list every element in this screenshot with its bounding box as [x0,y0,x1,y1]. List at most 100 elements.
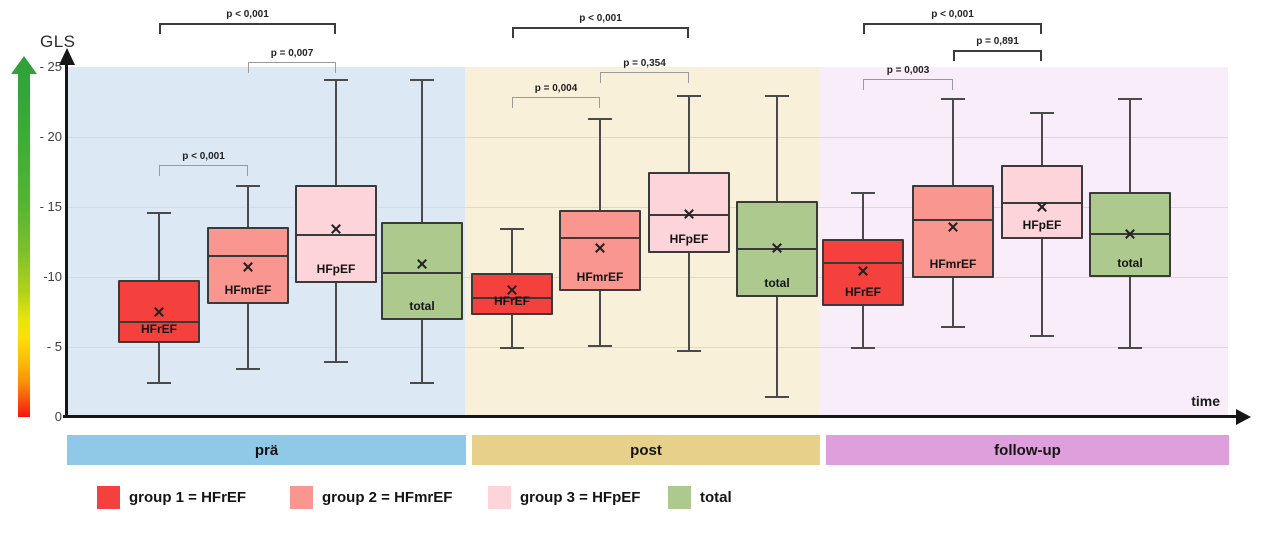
mean-x-marker [594,242,606,254]
legend-swatch [97,486,120,509]
legend-swatch [488,486,511,509]
p-value-label: p < 0,001 [182,151,225,162]
upper-whisker-cap [765,95,789,98]
legend-swatch [290,486,313,509]
p-value-label: p < 0,001 [579,13,622,24]
p-bracket [863,23,1042,34]
p-value-label: p < 0,001 [226,9,269,20]
box-label: HFmrEF [929,257,977,272]
lower-whisker-line [1129,277,1131,349]
box-HFpEF [648,172,730,254]
upper-whisker-line [511,229,513,273]
p-bracket [863,79,953,90]
gls-gradient-arrow [18,73,30,417]
lower-whisker-cap [324,361,348,364]
box-label: HFpEF [316,261,356,276]
median-line [824,262,902,264]
mean-x-marker [771,242,783,254]
lower-whisker-line [335,282,337,363]
y-tick-label: - 15 [39,199,62,214]
upper-whisker-cap [236,185,260,187]
legend-item: group 3 = HFpEF [488,486,640,509]
lower-whisker-cap [588,344,612,347]
legend-label: group 2 = HFmrEF [322,489,453,506]
upper-whisker-line [599,118,601,210]
legend-label: group 1 = HFrEF [129,489,247,506]
lower-whisker-cap [677,350,701,353]
upper-whisker-line [335,79,337,185]
upper-whisker-cap [410,78,434,81]
lower-whisker-line [511,314,513,349]
box-label: HFpEF [669,232,709,247]
box-total [381,222,463,321]
p-value-label: p < 0,001 [931,9,974,20]
p-bracket [159,165,248,176]
y-tick-label: - 20 [39,129,62,144]
upper-whisker-cap [588,117,612,120]
upper-whisker-line [776,96,778,202]
mean-x-marker [242,261,254,273]
p-bracket [512,97,600,108]
lower-whisker-line [862,306,864,349]
lower-whisker-line [158,342,160,384]
legend-item: group 2 = HFmrEF [290,486,452,509]
lower-whisker-line [421,320,423,384]
lower-whisker-cap [1030,334,1054,337]
lower-whisker-cap [500,347,524,350]
lower-whisker-cap [941,326,965,329]
upper-whisker-line [862,193,864,240]
y-axis-title: GLS [40,32,76,51]
mean-x-marker [1124,228,1136,240]
p-bracket [248,62,336,73]
p-bracket [512,27,689,38]
p-value-label: p = 0,007 [270,48,314,59]
median-line [383,271,461,274]
lower-whisker-cap [147,382,171,385]
lower-whisker-cap [1118,347,1142,350]
median-line [561,236,639,239]
upper-whisker-line [952,99,954,185]
box-label: total [764,275,790,290]
gridline [67,137,1228,138]
x-axis-arrowhead [1236,409,1251,425]
p-value-label: p = 0,003 [886,65,930,76]
lower-whisker-cap [851,347,875,350]
y-tick-label: - 5 [46,339,62,354]
upper-whisker-line [158,212,160,280]
lower-whisker-line [952,278,954,328]
lower-whisker-cap [765,396,789,399]
upper-whisker-cap [851,192,875,194]
box-label: total [1117,256,1143,270]
mean-x-marker [947,221,959,233]
mean-x-marker [857,265,869,277]
box-HFmrEF [912,184,994,279]
p-value-label: p = 0,004 [534,83,578,94]
median-line [473,297,551,299]
lower-whisker-line [776,296,778,398]
time-bar-post: post [472,435,820,465]
p-value-label: p = 0,891 [976,36,1019,47]
upper-whisker-cap [677,95,701,98]
legend-label: total [700,489,732,506]
upper-whisker-cap [1030,112,1054,115]
lower-whisker-line [688,253,690,352]
box-label: HFrEF [845,285,881,300]
y-axis-arrowhead [59,48,75,65]
median-line [120,320,198,323]
box-label: total [409,299,435,314]
upper-whisker-line [688,96,690,172]
median-line [914,218,992,221]
box-label: HFrEF [494,293,530,308]
gridline [67,347,1228,348]
upper-whisker-line [247,186,249,227]
legend-label: group 3 = HFpEF [520,489,641,506]
time-bar-follow-up: follow-up [826,435,1229,465]
upper-whisker-line [1041,113,1043,165]
mean-x-marker [1036,201,1048,213]
time-bar-prä: prä [67,435,466,465]
y-tick-label: 0 [54,409,62,424]
p-bracket [953,50,1042,61]
upper-whisker-line [1129,99,1131,192]
lower-whisker-cap [410,382,434,385]
